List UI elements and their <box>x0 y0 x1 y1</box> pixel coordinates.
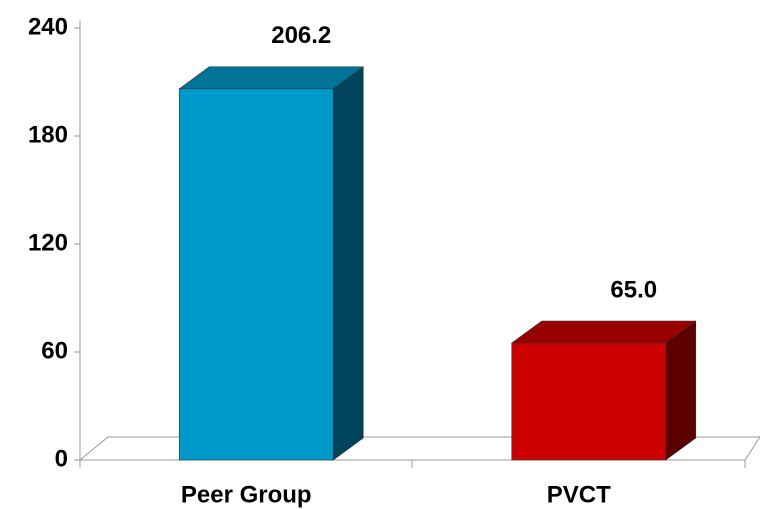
y-tick-label: 240 <box>28 13 68 40</box>
value-label: 206.2 <box>271 22 331 49</box>
y-tick-label: 60 <box>41 337 68 364</box>
x-tick-label: Peer Group <box>181 481 312 508</box>
value-label: 65.0 <box>610 276 657 303</box>
bar-top <box>510 320 697 344</box>
x-tick-label: PVCT <box>547 481 611 508</box>
y-tick-label: 0 <box>55 445 68 472</box>
y-tick-label: 180 <box>28 121 68 148</box>
bar-side <box>665 320 697 461</box>
bar <box>178 88 334 461</box>
bar-side <box>332 66 364 461</box>
bar <box>511 342 667 461</box>
bar-top <box>178 66 365 90</box>
y-tick-label: 120 <box>28 229 68 256</box>
